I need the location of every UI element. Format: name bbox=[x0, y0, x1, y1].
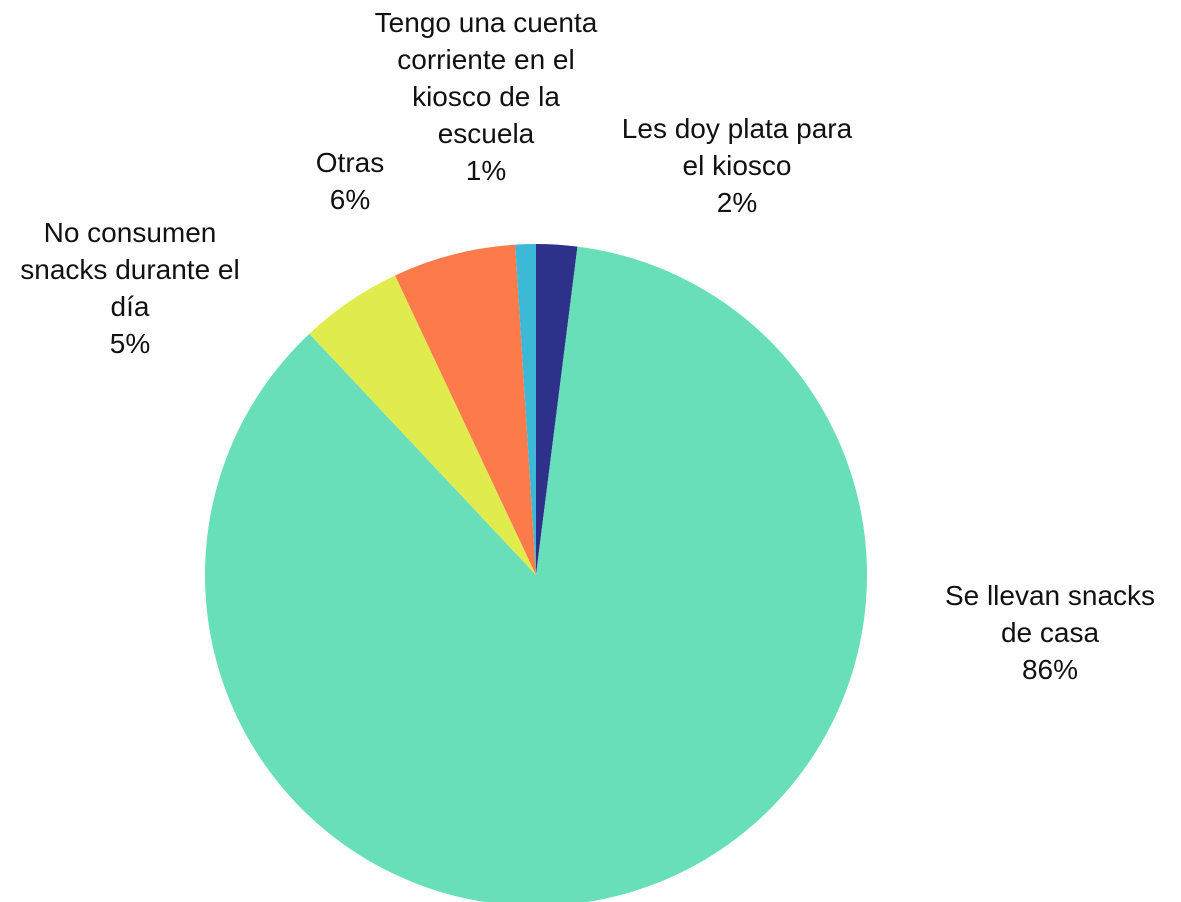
slice-label: Se llevan snacks de casa bbox=[945, 580, 1155, 648]
slice-label: Les doy plata para el kiosco bbox=[622, 113, 853, 181]
pie-slice bbox=[309, 275, 536, 575]
slice-value-label: 2% bbox=[717, 187, 757, 218]
slice-value-label: 6% bbox=[330, 184, 370, 215]
slice-value-label: 1% bbox=[466, 155, 506, 186]
slice-label: Tengo una cuenta corriente en el kiosco de… bbox=[375, 7, 598, 149]
slice-value-label: 5% bbox=[110, 328, 150, 359]
slice-value-label: 86% bbox=[1022, 654, 1078, 685]
pie-slice bbox=[515, 244, 536, 575]
pie-slice bbox=[536, 244, 578, 575]
pie-slice bbox=[205, 246, 867, 902]
slice-label: No consumen snacks durante el día bbox=[20, 217, 239, 322]
slice-label: Otras bbox=[316, 147, 384, 178]
pie-slice bbox=[395, 244, 536, 576]
